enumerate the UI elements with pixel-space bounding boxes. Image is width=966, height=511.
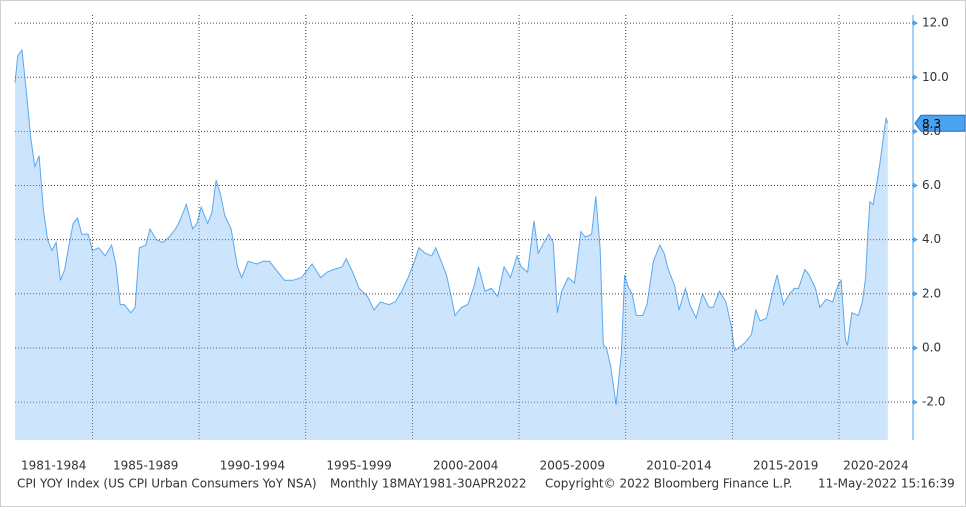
- y-tick-label: 4.0: [922, 232, 941, 246]
- last-value-tag: [914, 114, 966, 132]
- x-tick-label: 2000-2004: [433, 459, 498, 473]
- last-value-label: 8.3: [922, 117, 941, 131]
- y-tick: [913, 74, 918, 81]
- y-tick: [913, 128, 918, 135]
- y-tick: [913, 290, 918, 297]
- footer-copyright: Copyright© 2022 Bloomberg Finance L.P.: [545, 477, 792, 491]
- x-tick-label: 1981-1984: [21, 459, 86, 473]
- y-tick: [913, 236, 918, 243]
- y-tick: [913, 399, 918, 406]
- y-tick-label: 10.0: [922, 70, 949, 84]
- footer-timestamp: 11-May-2022 15:16:39: [818, 477, 955, 491]
- series-line: [14, 48, 889, 405]
- y-tick: [913, 344, 918, 351]
- y-tick: [913, 20, 918, 27]
- x-tick-label: 2015-2019: [753, 459, 818, 473]
- y-tick-label: 8.0: [922, 124, 941, 138]
- y-tick-label: 6.0: [922, 178, 941, 192]
- x-tick-label: 2020-2024: [843, 459, 908, 473]
- y-tick-label: 0.0: [922, 340, 941, 354]
- footer-range: Monthly 18MAY1981-30APR2022: [330, 477, 527, 491]
- y-tick: [913, 182, 918, 189]
- y-tick-label: 12.0: [922, 16, 949, 30]
- x-tick-label: 1985-1989: [113, 459, 178, 473]
- x-tick-label: 2005-2009: [540, 459, 605, 473]
- x-tick-label: 1995-1999: [326, 459, 391, 473]
- x-tick-label: 2010-2014: [646, 459, 711, 473]
- area-fill: [15, 50, 888, 440]
- y-tick-label: -2.0: [922, 395, 945, 409]
- y-tick-label: 2.0: [922, 286, 941, 300]
- footer-ticker: CPI YOY Index (US CPI Urban Consumers Yo…: [17, 477, 317, 491]
- x-tick-label: 1990-1994: [220, 459, 285, 473]
